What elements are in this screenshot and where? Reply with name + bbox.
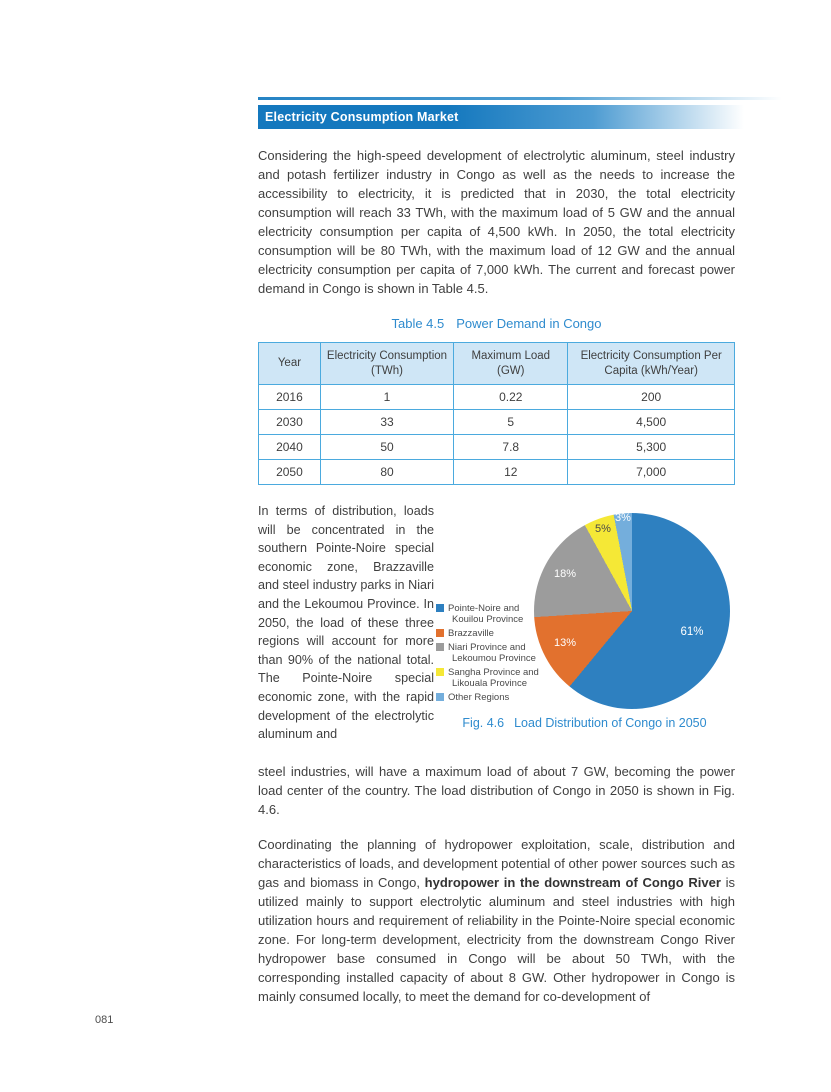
figure-section: In terms of distribution, loads will be … <box>258 502 735 762</box>
table-cell: 5,300 <box>567 434 735 460</box>
chart-legend: Pointe-Noire and Kouilou Province Brazza… <box>436 603 540 706</box>
table-body: 2016 1 0.22 200 2030 33 5 4,500 2040 50 … <box>258 384 735 485</box>
table-cell: 4,500 <box>567 409 735 435</box>
legend-label: Niari Province and Lekoumou Province <box>448 642 536 664</box>
legend-swatch-icon <box>436 629 444 637</box>
closing-paragraph: Coordinating the planning of hydropower … <box>258 835 735 1006</box>
table-cell: 12 <box>453 459 569 485</box>
pie-label-other: 3% <box>615 512 631 524</box>
closing-text-before: Coordinating the planning of hydropower … <box>258 837 735 890</box>
section-title: Electricity Consumption Market <box>265 110 459 124</box>
legend-item: Sangha Province and Likouala Province <box>436 667 540 689</box>
figure-continuation-paragraph: steel industries, will have a maximum lo… <box>258 764 735 817</box>
table-cell: 200 <box>567 384 735 410</box>
legend-label: Other Regions <box>448 692 510 703</box>
figure-caption: Fig. 4.6 Load Distribution of Congo in 20… <box>434 716 735 730</box>
section-header: Electricity Consumption Market <box>258 97 798 129</box>
legend-swatch-icon <box>436 668 444 676</box>
closing-text-bold: hydropower in the downstream of Congo Ri… <box>424 875 721 890</box>
pie-label-sangha: 5% <box>595 523 611 535</box>
legend-item: Other Regions <box>436 692 540 703</box>
header-cell-year: Year <box>258 342 321 385</box>
legend-swatch-icon <box>436 693 444 701</box>
content-column: Electricity Consumption Market Consideri… <box>258 0 798 1006</box>
table-cell: 7,000 <box>567 459 735 485</box>
table-caption-text: Power Demand in Congo <box>456 316 602 331</box>
legend-item: Pointe-Noire and Kouilou Province <box>436 603 540 625</box>
pie-label-niari: 18% <box>553 568 577 580</box>
table-cell: 7.8 <box>453 434 569 460</box>
figure-number: Fig. 4.6 <box>462 716 505 730</box>
intro-paragraph: Considering the high-speed development o… <box>258 148 735 296</box>
table-cell: 50 <box>319 434 455 460</box>
legend-swatch-icon <box>436 604 444 612</box>
table-cell: 2040 <box>258 434 321 460</box>
table-header-row: Year Electricity Consumption (TWh) Maxim… <box>258 342 735 385</box>
table-row: 2040 50 7.8 5,300 <box>258 434 735 460</box>
table-cell: 80 <box>319 459 455 485</box>
table-cell: 33 <box>319 409 455 435</box>
legend-label: Sangha Province and Likouala Province <box>448 667 539 689</box>
figure-side-paragraph: In terms of distribution, loads will be … <box>258 504 434 742</box>
table-cell: 0.22 <box>453 384 569 410</box>
table-cell: 1 <box>319 384 455 410</box>
header-cell-per-capita: Electricity Consumption Per Capita (kWh/… <box>567 342 735 385</box>
page-number: 081 <box>95 1014 114 1026</box>
table-cell: 2030 <box>258 409 321 435</box>
table-row: 2016 1 0.22 200 <box>258 384 735 410</box>
power-demand-table: Year Electricity Consumption (TWh) Maxim… <box>258 342 735 485</box>
legend-item: Brazzaville <box>436 628 540 639</box>
pie-label-brazzaville: 13% <box>553 637 577 649</box>
legend-swatch-icon <box>436 643 444 651</box>
header-cell-consumption: Electricity Consumption (TWh) <box>319 342 455 385</box>
table-cell: 2050 <box>258 459 321 485</box>
table-head: Year Electricity Consumption (TWh) Maxim… <box>258 342 735 385</box>
table-cell: 5 <box>453 409 569 435</box>
legend-label: Pointe-Noire and Kouilou Province <box>448 603 524 625</box>
load-distribution-chart: Pointe-Noire and Kouilou Province Brazza… <box>434 502 735 762</box>
table-title: Table 4.5 Power Demand in Congo <box>258 316 735 331</box>
pie-chart <box>534 513 730 709</box>
header-cell-max-load: Maximum Load (GW) <box>453 342 569 385</box>
table-row: 2050 80 12 7,000 <box>258 459 735 485</box>
header-top-rule <box>258 97 798 100</box>
legend-label: Brazzaville <box>448 628 494 639</box>
table-cell: 2016 <box>258 384 321 410</box>
closing-text-after: is utilized mainly to support electrolyt… <box>258 875 735 1004</box>
table-row: 2030 33 5 4,500 <box>258 409 735 435</box>
section-banner: Electricity Consumption Market <box>258 105 798 129</box>
pie-label-pointe-noire: 61% <box>680 626 704 638</box>
table-number: Table 4.5 <box>391 316 445 331</box>
figure-caption-text: Load Distribution of Congo in 2050 <box>514 716 707 730</box>
legend-item: Niari Province and Lekoumou Province <box>436 642 540 664</box>
